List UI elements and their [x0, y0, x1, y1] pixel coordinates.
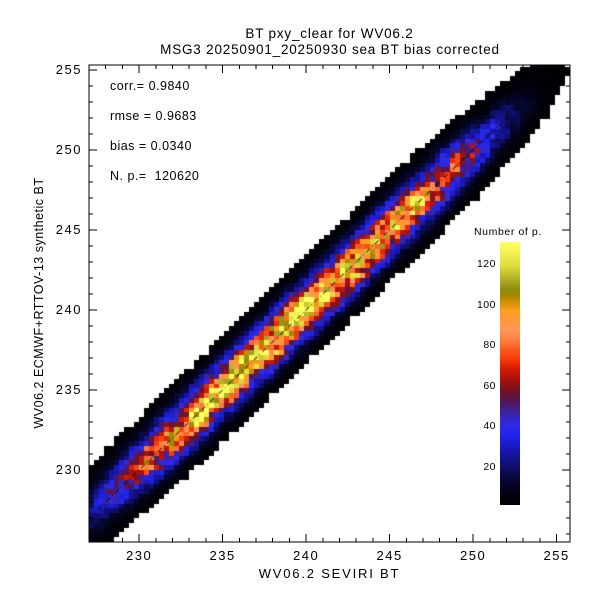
- colorbar-tick-label: 40: [483, 420, 496, 433]
- chart-title: BT pxy_clear for WV06.2: [245, 26, 414, 41]
- colorbar-tick-label: 80: [483, 339, 496, 352]
- colorbar-tick-label: 100: [476, 298, 496, 311]
- x-tick-label: 235: [209, 548, 236, 563]
- chart-subtitle: MSG3 20250901_20250930 sea BT bias corre…: [160, 42, 500, 57]
- colorbar-tick-label: 20: [483, 460, 496, 473]
- x-tick-label: 230: [125, 548, 153, 563]
- x-tick-label: 255: [543, 548, 570, 563]
- stat-corr: corr.= 0.9840: [110, 79, 190, 93]
- colorbar-tick-label: 120: [476, 258, 496, 271]
- stats-block: corr.= 0.9840 rmse = 0.9683 bias = 0.034…: [110, 71, 199, 191]
- y-tick-label: 255: [55, 61, 82, 77]
- y-tick-label: 250: [55, 141, 82, 157]
- stat-rmse: rmse = 0.9683: [110, 109, 197, 123]
- stat-bias: bias = 0.0340: [110, 139, 192, 153]
- x-tick-label: 245: [376, 548, 403, 563]
- colorbar-tick-label: 60: [483, 379, 496, 392]
- stat-npoints: N. p.= 120620: [110, 169, 200, 183]
- x-axis-label: WV06.2 SEVIRI BT: [258, 566, 401, 581]
- colorbar: [500, 242, 520, 505]
- x-tick-label: 250: [460, 548, 487, 563]
- y-tick-label: 235: [55, 381, 82, 397]
- y-tick-label: 245: [55, 221, 82, 237]
- y-tick-label: 240: [55, 301, 82, 317]
- colorbar-title: Number of p.: [474, 226, 542, 238]
- y-tick-label: 230: [55, 461, 82, 477]
- x-tick-label: 240: [293, 548, 320, 563]
